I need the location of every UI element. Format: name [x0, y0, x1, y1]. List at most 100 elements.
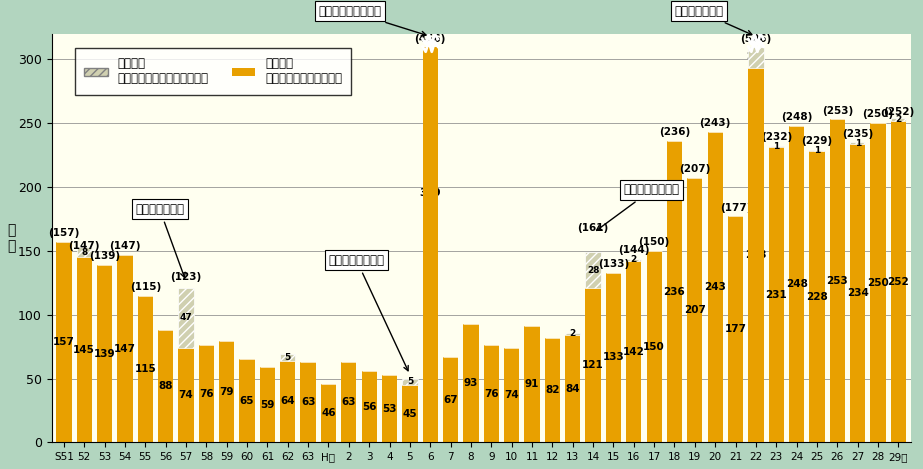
Bar	[769, 147, 784, 442]
Text: 1: 1	[773, 142, 779, 151]
Bar	[362, 371, 377, 442]
Legend: 地震事故
（地震及び津波による事故）, 一般事故
（地震事故以外の事故）: 地震事故 （地震及び津波による事故）, 一般事故 （地震事故以外の事故）	[75, 48, 352, 95]
Text: 45: 45	[402, 408, 417, 419]
Text: 139: 139	[94, 348, 115, 359]
Text: 三陸はるか沖地震: 三陸はるか沖地震	[329, 254, 408, 371]
Bar	[605, 272, 621, 442]
Bar	[728, 216, 743, 442]
Text: (133): (133)	[598, 259, 629, 269]
Bar	[565, 333, 581, 335]
Text: (207): (207)	[679, 164, 711, 174]
Bar	[259, 367, 275, 442]
Bar	[158, 330, 174, 442]
Bar	[524, 326, 540, 442]
Text: 93: 93	[463, 378, 478, 388]
Text: 236: 236	[664, 287, 686, 297]
Text: (115): (115)	[129, 282, 161, 292]
Text: (150): (150)	[639, 237, 670, 247]
Bar	[198, 345, 214, 442]
Bar	[56, 242, 71, 442]
Text: 231: 231	[765, 290, 787, 300]
Text: 67: 67	[443, 394, 458, 405]
Text: 213: 213	[747, 53, 765, 61]
Text: 76: 76	[199, 389, 213, 399]
Bar	[77, 247, 92, 257]
Bar	[891, 121, 906, 442]
Text: 74: 74	[179, 390, 194, 400]
Text: (144): (144)	[618, 245, 650, 255]
Text: 250: 250	[868, 278, 889, 288]
Bar	[870, 123, 886, 442]
Text: (248): (248)	[781, 112, 812, 122]
Text: 64: 64	[281, 396, 295, 407]
Text: 145: 145	[73, 345, 95, 355]
Bar	[769, 146, 784, 147]
Text: 228: 228	[806, 292, 828, 302]
Text: 47: 47	[180, 313, 192, 322]
Text: (456): (456)	[414, 34, 446, 44]
Bar	[708, 132, 723, 442]
Bar	[850, 144, 866, 442]
Text: 59: 59	[260, 400, 275, 410]
Bar	[219, 341, 234, 442]
Text: (232): (232)	[761, 132, 792, 143]
Text: 253: 253	[826, 276, 848, 286]
Text: (161): (161)	[578, 223, 608, 233]
Text: 28: 28	[587, 265, 599, 274]
Bar	[301, 362, 316, 442]
Text: 133: 133	[603, 352, 624, 363]
Text: 63: 63	[301, 397, 316, 407]
Bar	[585, 252, 601, 288]
Bar	[77, 257, 92, 442]
Text: 157: 157	[53, 337, 75, 347]
Bar	[789, 126, 804, 442]
Text: (506): (506)	[740, 34, 772, 44]
Text: (147): (147)	[68, 241, 100, 251]
Text: 8: 8	[81, 248, 88, 257]
Text: 5: 5	[284, 353, 291, 362]
Bar	[281, 361, 295, 442]
Bar	[382, 375, 397, 442]
Text: 147: 147	[114, 343, 136, 354]
Text: 北海道十勝沖地震: 北海道十勝沖地震	[596, 183, 679, 230]
Text: 252: 252	[888, 277, 909, 287]
Text: (252): (252)	[882, 107, 914, 117]
Bar	[342, 362, 356, 442]
Text: 84: 84	[566, 384, 580, 393]
Bar	[809, 150, 824, 151]
Bar	[626, 258, 641, 261]
Text: 76: 76	[484, 389, 498, 399]
Bar	[178, 348, 194, 442]
Bar	[239, 359, 255, 442]
Text: (250): (250)	[862, 109, 893, 120]
Bar	[891, 118, 906, 121]
Bar	[117, 255, 133, 442]
Text: (235): (235)	[842, 129, 873, 138]
Text: 293: 293	[745, 250, 767, 260]
Text: 53: 53	[382, 403, 397, 414]
Text: 389: 389	[419, 189, 441, 198]
Text: 阪神・淡路大震災他: 阪神・淡路大震災他	[318, 5, 426, 36]
Text: 82: 82	[545, 385, 559, 395]
Bar	[749, 68, 763, 442]
Text: 142: 142	[623, 347, 645, 357]
Text: 79: 79	[220, 387, 234, 397]
Text: (229): (229)	[801, 136, 833, 146]
Text: 東日本大震災他: 東日本大震災他	[675, 5, 752, 35]
Text: (139): (139)	[89, 251, 120, 261]
Text: 234: 234	[846, 288, 869, 298]
Text: 1: 1	[855, 138, 861, 148]
Bar	[565, 335, 581, 442]
Bar	[178, 288, 194, 348]
Bar	[626, 261, 641, 442]
Bar	[830, 120, 845, 442]
Text: 91: 91	[525, 379, 539, 389]
Text: (253): (253)	[821, 106, 853, 115]
Bar	[402, 378, 417, 385]
Text: (236): (236)	[659, 127, 690, 137]
Text: 115: 115	[135, 364, 156, 374]
Bar	[463, 324, 479, 442]
Bar	[281, 354, 295, 361]
Text: 日本海中部地震: 日本海中部地震	[135, 203, 186, 278]
Text: 177: 177	[725, 325, 747, 334]
